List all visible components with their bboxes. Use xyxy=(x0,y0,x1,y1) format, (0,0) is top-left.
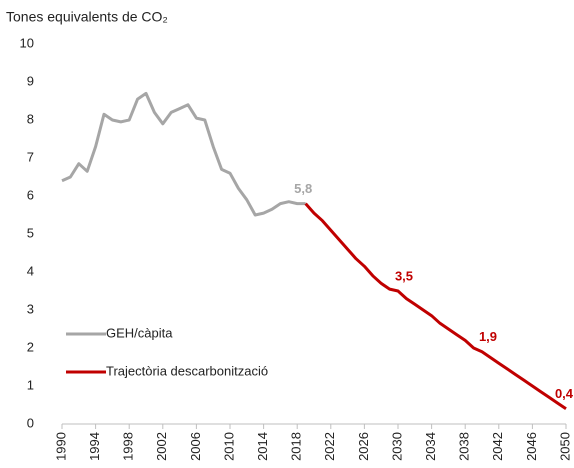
x-tick-label: 1998 xyxy=(121,432,136,461)
x-tick-label: 2050 xyxy=(557,432,572,461)
line xyxy=(61,91,306,217)
y-tick-label: 9 xyxy=(27,73,34,88)
x-tick-label: 2018 xyxy=(289,432,304,461)
x-tick-label: 2038 xyxy=(457,432,472,461)
x-tick-label: 2034 xyxy=(423,432,438,461)
x-tick-label: 2042 xyxy=(490,432,505,461)
data-label: 3,5 xyxy=(395,268,413,283)
data-label: 0,4 xyxy=(555,386,574,401)
x-tick-label: 2010 xyxy=(221,432,236,461)
y-axis-label: Tones equivalents de CO₂ xyxy=(6,9,168,25)
x-tick-label: 2022 xyxy=(322,432,337,461)
y-tick-label: 5 xyxy=(27,225,34,240)
line xyxy=(304,202,567,411)
y-tick-label: 8 xyxy=(27,111,34,126)
y-tick-label: 10 xyxy=(20,35,34,50)
x-tick-label: 2002 xyxy=(154,432,169,461)
legend-label: Trajectòria descarbonització xyxy=(106,363,268,378)
y-tick-label: 4 xyxy=(27,263,34,278)
x-tick-label: 2026 xyxy=(356,432,371,461)
y-tick-label: 3 xyxy=(27,301,34,316)
y-tick-label: 0 xyxy=(27,415,34,430)
x-tick-label: 2046 xyxy=(524,432,539,461)
data-label: 5,8 xyxy=(294,181,312,196)
y-tick-label: 6 xyxy=(27,187,34,202)
legend-label: GEH/càpita xyxy=(106,325,173,340)
y-tick-label: 2 xyxy=(27,339,34,354)
x-tick-label: 2030 xyxy=(389,432,404,461)
y-tick-label: 1 xyxy=(27,377,34,392)
data-label: 1,9 xyxy=(479,329,497,344)
x-tick-label: 1990 xyxy=(53,432,68,461)
y-tick-label: 7 xyxy=(27,149,34,164)
x-tick-label: 2006 xyxy=(188,432,203,461)
x-tick-label: 1994 xyxy=(87,432,102,461)
x-tick-label: 2014 xyxy=(255,432,270,461)
